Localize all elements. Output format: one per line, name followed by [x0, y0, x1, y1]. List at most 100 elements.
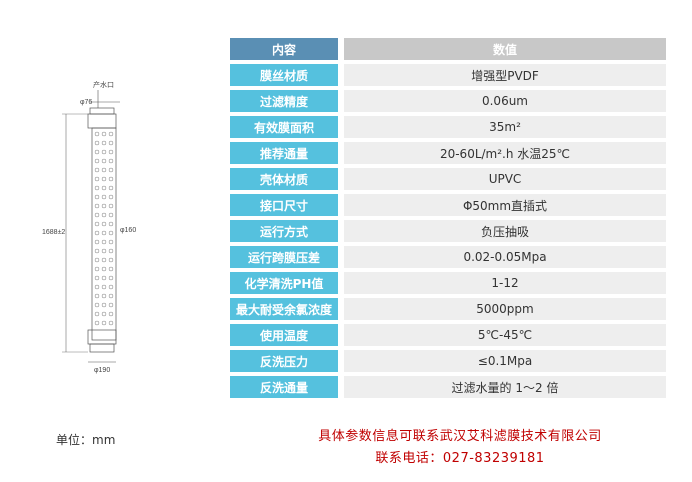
perforation-hole — [101, 266, 107, 272]
perforation-hole — [101, 239, 107, 245]
value-cell: 负压抽吸 — [344, 220, 666, 242]
value-cell: 过滤水量的 1～2 倍 — [344, 376, 666, 398]
perforation-hole — [101, 167, 107, 173]
contact-info: 具体参数信息可联系武汉艾科滤膜技术有限公司 联系电话：027-83239181 — [290, 426, 630, 470]
perforation-hole — [101, 230, 107, 236]
param-cell: 膜丝材质 — [230, 64, 338, 86]
table-row: 推荐通量 20-60L/m².h 水温25℃ — [230, 142, 666, 164]
param-cell: 反洗压力 — [230, 350, 338, 372]
perforation-hole — [101, 194, 107, 200]
perforation-hole — [108, 320, 114, 326]
perforation-hole — [108, 293, 114, 299]
param-cell: 运行方式 — [230, 220, 338, 242]
param-cell: 接口尺寸 — [230, 194, 338, 216]
perforation-hole — [94, 131, 100, 137]
perforation-hole — [101, 131, 107, 137]
table-row: 有效膜面积 35m² — [230, 116, 666, 138]
table-row: 壳体材质 UPVC — [230, 168, 666, 190]
perforation-hole — [94, 320, 100, 326]
table-row: 接口尺寸 Φ50mm直插式 — [230, 194, 666, 216]
value-cell: 5000ppm — [344, 298, 666, 320]
perforation-hole — [108, 221, 114, 227]
perforation-hole — [101, 311, 107, 317]
top-diameter-label: φ76 — [80, 99, 92, 106]
perforation-hole — [101, 203, 107, 209]
perforation-hole — [101, 284, 107, 290]
perforation-hole — [108, 185, 114, 191]
table-row: 反洗压力 ≤0.1Mpa — [230, 350, 666, 372]
contact-phone: 联系电话：027-83239181 — [375, 451, 545, 466]
perforation-hole — [94, 158, 100, 164]
perforation-hole — [94, 185, 100, 191]
perforation-hole — [94, 302, 100, 308]
perforation-hole — [94, 248, 100, 254]
perforation-hole — [94, 221, 100, 227]
perforation-hole — [101, 302, 107, 308]
body-diameter-label: φ160 — [120, 227, 136, 234]
value-cell: 1-12 — [344, 272, 666, 294]
perforation-hole — [94, 266, 100, 272]
param-cell: 使用温度 — [230, 324, 338, 346]
perforation-hole — [94, 239, 100, 245]
header-param-cell: 内容 — [230, 38, 338, 60]
perforation-hole — [101, 320, 107, 326]
perforation-hole — [101, 248, 107, 254]
perforation-hole — [94, 284, 100, 290]
param-cell: 运行跨膜压差 — [230, 246, 338, 268]
table-row: 最大耐受余氯浓度 5000ppm — [230, 298, 666, 320]
perforation-hole — [108, 140, 114, 146]
perforation-hole — [94, 194, 100, 200]
perforation-hole — [94, 176, 100, 182]
value-cell: 35m² — [344, 116, 666, 138]
value-cell: 0.02-0.05Mpa — [344, 246, 666, 268]
perforation-hole — [108, 176, 114, 182]
param-cell: 壳体材质 — [230, 168, 338, 190]
perforation-hole — [108, 230, 114, 236]
unit-note: 单位：mm — [56, 433, 116, 447]
perforation-hole — [101, 176, 107, 182]
value-cell: ≤0.1Mpa — [344, 350, 666, 372]
param-cell: 最大耐受余氯浓度 — [230, 298, 338, 320]
perforation-hole — [94, 167, 100, 173]
value-cell: 0.06um — [344, 90, 666, 112]
perforation-hole — [101, 158, 107, 164]
perforation-hole — [94, 149, 100, 155]
table-row: 反洗通量 过滤水量的 1～2 倍 — [230, 376, 666, 398]
value-cell: UPVC — [344, 168, 666, 190]
param-cell: 有效膜面积 — [230, 116, 338, 138]
perforation-hole — [94, 140, 100, 146]
table-row: 膜丝材质 增强型PVDF — [230, 64, 666, 86]
contact-company: 具体参数信息可联系武汉艾科滤膜技术有限公司 — [318, 429, 602, 444]
value-cell: 增强型PVDF — [344, 64, 666, 86]
outlet-label: 产水口 — [93, 80, 114, 89]
value-cell: 5℃-45℃ — [344, 324, 666, 346]
perforation-hole — [101, 212, 107, 218]
perforation-hole — [101, 140, 107, 146]
table-row: 过滤精度 0.06um — [230, 90, 666, 112]
perforation-hole — [94, 257, 100, 263]
perforation-hole — [94, 212, 100, 218]
perforation-hole — [101, 185, 107, 191]
spec-table: 内容 数值 膜丝材质 增强型PVDF 过滤精度 0.06um 有效膜面积 35m² 推荐通量… — [230, 38, 666, 402]
perforation-hole — [108, 302, 114, 308]
perforation-hole — [94, 311, 100, 317]
perforation-hole — [108, 158, 114, 164]
perforation-hole — [108, 239, 114, 245]
param-cell: 化学清洗PH值 — [230, 272, 338, 294]
value-cell: 20-60L/m².h 水温25℃ — [344, 142, 666, 164]
table-row: 运行方式 负压抽吸 — [230, 220, 666, 242]
perforation-hole — [108, 266, 114, 272]
bottom-diameter-label: φ190 — [94, 367, 110, 374]
table-header-row: 内容 数值 — [230, 38, 666, 60]
length-label: 1688±2 — [42, 229, 65, 236]
header-value-cell: 数值 — [344, 38, 666, 60]
param-cell: 推荐通量 — [230, 142, 338, 164]
perforation-hole — [94, 203, 100, 209]
perforation-hole — [94, 275, 100, 281]
perforation-hole — [101, 149, 107, 155]
perforation-hole — [108, 131, 114, 137]
perforation-hole — [108, 275, 114, 281]
param-cell: 反洗通量 — [230, 376, 338, 398]
perforation-hole — [101, 293, 107, 299]
perforation-hole — [108, 212, 114, 218]
